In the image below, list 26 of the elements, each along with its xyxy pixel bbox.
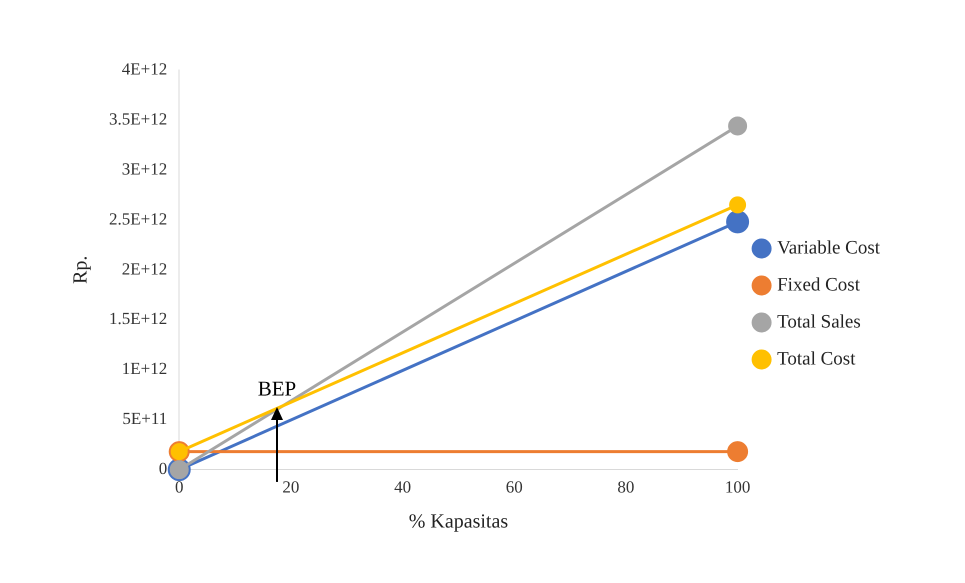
- y-tick-label: 2E+12: [122, 259, 168, 278]
- y-tick-label: 3.5E+12: [108, 109, 168, 128]
- y-tick-label: 0: [158, 459, 168, 478]
- x-tick-label: 0: [174, 477, 184, 496]
- x-tick-label: 60: [506, 477, 523, 496]
- legend-label: Variable Cost: [777, 237, 881, 258]
- y-tick-label: 4E+12: [122, 59, 168, 78]
- y-axis-title: Rp.: [69, 256, 92, 284]
- x-tick-label: 40: [394, 477, 412, 496]
- x-tick-label: 100: [724, 477, 750, 496]
- y-tick-label: 2.5E+12: [108, 209, 168, 228]
- legend-label: Total Cost: [777, 348, 856, 370]
- x-tick-label: 80: [617, 477, 634, 496]
- annotation: BEP: [258, 376, 296, 401]
- point: [728, 116, 748, 136]
- point: [727, 441, 748, 462]
- legend-label: Total Sales: [777, 311, 861, 332]
- y-tick-label: 5E+11: [122, 409, 168, 428]
- legend-label: Fixed Cost: [777, 274, 861, 296]
- y-tick-label: 1.5E+12: [108, 309, 168, 328]
- y-tick-label: 1E+12: [122, 359, 168, 378]
- x-tick-label: 20: [282, 477, 300, 496]
- point: [726, 210, 750, 234]
- x-axis-title: % Kapasitas: [408, 510, 508, 532]
- point: [729, 196, 746, 214]
- y-tick-label: 3E+12: [122, 159, 168, 178]
